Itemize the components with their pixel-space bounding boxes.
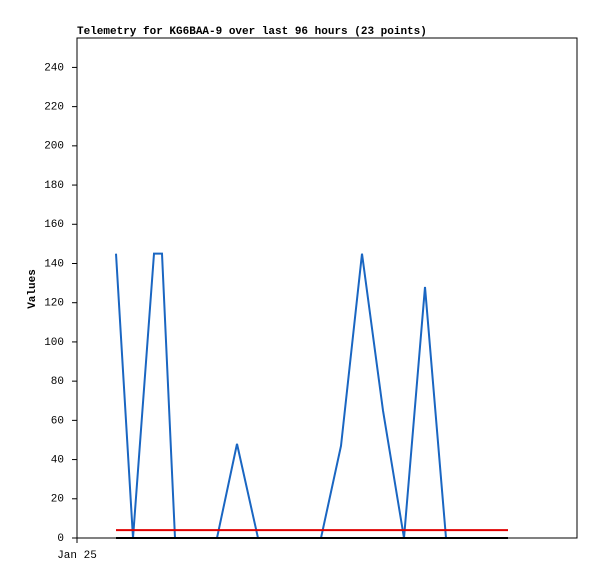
y-tick-label: 200 — [44, 141, 64, 153]
y-tick-label: 40 — [51, 454, 64, 466]
y-tick-label: 0 — [57, 533, 64, 545]
y-tick-label: 60 — [51, 415, 64, 427]
y-tick-label: 140 — [44, 258, 64, 270]
y-tick-label: 20 — [51, 494, 64, 506]
y-tick-label: 100 — [44, 337, 64, 349]
y-tick-label: 120 — [44, 298, 64, 310]
chart-title: Telemetry for KG6BAA-9 over last 96 hour… — [77, 26, 427, 38]
y-tick-label: 240 — [44, 62, 64, 74]
y-tick-label: 180 — [44, 180, 64, 192]
y-tick-label: 80 — [51, 376, 64, 388]
x-tick-label: Jan 25 — [57, 550, 97, 562]
y-tick-label: 220 — [44, 102, 64, 114]
y-axis-label: Values — [27, 269, 39, 309]
y-tick-label: 160 — [44, 219, 64, 231]
